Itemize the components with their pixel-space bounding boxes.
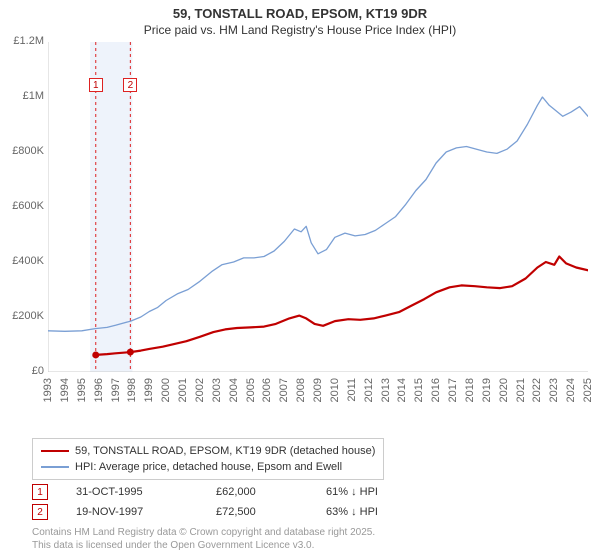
sale-diff: 61% ↓ HPI	[326, 486, 436, 498]
sale-badge: 1	[32, 484, 48, 500]
y-axis-label: £400K	[0, 255, 44, 267]
x-axis-label: 2016	[430, 378, 442, 402]
x-axis-label: 2023	[548, 378, 560, 402]
x-axis-label: 2022	[531, 378, 543, 402]
sales-table: 1 31-OCT-1995£62,00061% ↓ HPI 2 19-NOV-1997…	[32, 482, 436, 522]
x-axis-label: 2021	[515, 378, 527, 402]
chart-area: £0£200K£400K£600K£800K£1M£1.2M1993199419…	[0, 42, 600, 422]
sale-date: 19-NOV-1997	[76, 506, 216, 518]
sale-diff: 63% ↓ HPI	[326, 506, 436, 518]
sale-badge: 2	[32, 504, 48, 520]
y-axis-label: £0	[0, 365, 44, 377]
x-axis-label: 2004	[228, 378, 240, 402]
x-axis-label: 2014	[396, 378, 408, 402]
y-axis-label: £1M	[0, 90, 44, 102]
x-axis-label: 2000	[160, 378, 172, 402]
sale-marker-badge: 2	[123, 78, 137, 92]
copyright-line-2: This data is licensed under the Open Gov…	[32, 539, 375, 552]
x-axis-label: 2018	[464, 378, 476, 402]
x-axis-label: 2025	[582, 378, 594, 402]
x-axis-label: 2002	[194, 378, 206, 402]
x-axis-label: 2007	[278, 378, 290, 402]
chart-title-block: 59, TONSTALL ROAD, EPSOM, KT19 9DR Price…	[0, 0, 600, 37]
sale-marker-badge: 1	[89, 78, 103, 92]
x-axis-label: 1994	[59, 378, 71, 402]
sale-price: £62,000	[216, 486, 326, 498]
x-axis-label: 1997	[110, 378, 122, 402]
x-axis-label: 1998	[126, 378, 138, 402]
x-axis-label: 2017	[447, 378, 459, 402]
legend-label: HPI: Average price, detached house, Epso…	[75, 459, 342, 475]
x-axis-label: 2003	[211, 378, 223, 402]
sale-date: 31-OCT-1995	[76, 486, 216, 498]
x-axis-label: 2008	[295, 378, 307, 402]
x-axis-label: 2015	[413, 378, 425, 402]
y-axis-label: £200K	[0, 310, 44, 322]
sale-row: 1 31-OCT-1995£62,00061% ↓ HPI	[32, 482, 436, 502]
x-axis-label: 2024	[565, 378, 577, 402]
x-axis-label: 1996	[93, 378, 105, 402]
x-axis-label: 1999	[143, 378, 155, 402]
sale-row: 2 19-NOV-1997£72,50063% ↓ HPI	[32, 502, 436, 522]
copyright-line-1: Contains HM Land Registry data © Crown c…	[32, 526, 375, 539]
legend: 59, TONSTALL ROAD, EPSOM, KT19 9DR (deta…	[32, 438, 384, 480]
y-axis-label: £800K	[0, 145, 44, 157]
x-axis-label: 2019	[481, 378, 493, 402]
x-axis-label: 2013	[380, 378, 392, 402]
x-axis-label: 2010	[329, 378, 341, 402]
sale-price: £72,500	[216, 506, 326, 518]
x-axis-label: 2012	[363, 378, 375, 402]
y-axis-label: £1.2M	[0, 35, 44, 47]
x-axis-label: 2020	[498, 378, 510, 402]
x-axis-label: 2011	[346, 378, 358, 402]
legend-swatch	[41, 450, 69, 452]
x-axis-label: 1995	[76, 378, 88, 402]
legend-item: HPI: Average price, detached house, Epso…	[41, 459, 375, 475]
legend-item: 59, TONSTALL ROAD, EPSOM, KT19 9DR (deta…	[41, 443, 375, 459]
legend-label: 59, TONSTALL ROAD, EPSOM, KT19 9DR (deta…	[75, 443, 375, 459]
x-axis-label: 1993	[42, 378, 54, 402]
x-axis-label: 2001	[177, 378, 189, 402]
x-axis-label: 2006	[261, 378, 273, 402]
x-axis-label: 2005	[245, 378, 257, 402]
legend-swatch	[41, 466, 69, 468]
y-axis-label: £600K	[0, 200, 44, 212]
copyright: Contains HM Land Registry data © Crown c…	[32, 526, 375, 552]
chart-title: 59, TONSTALL ROAD, EPSOM, KT19 9DR	[0, 6, 600, 21]
chart-subtitle: Price paid vs. HM Land Registry's House …	[0, 23, 600, 37]
x-axis-label: 2009	[312, 378, 324, 402]
